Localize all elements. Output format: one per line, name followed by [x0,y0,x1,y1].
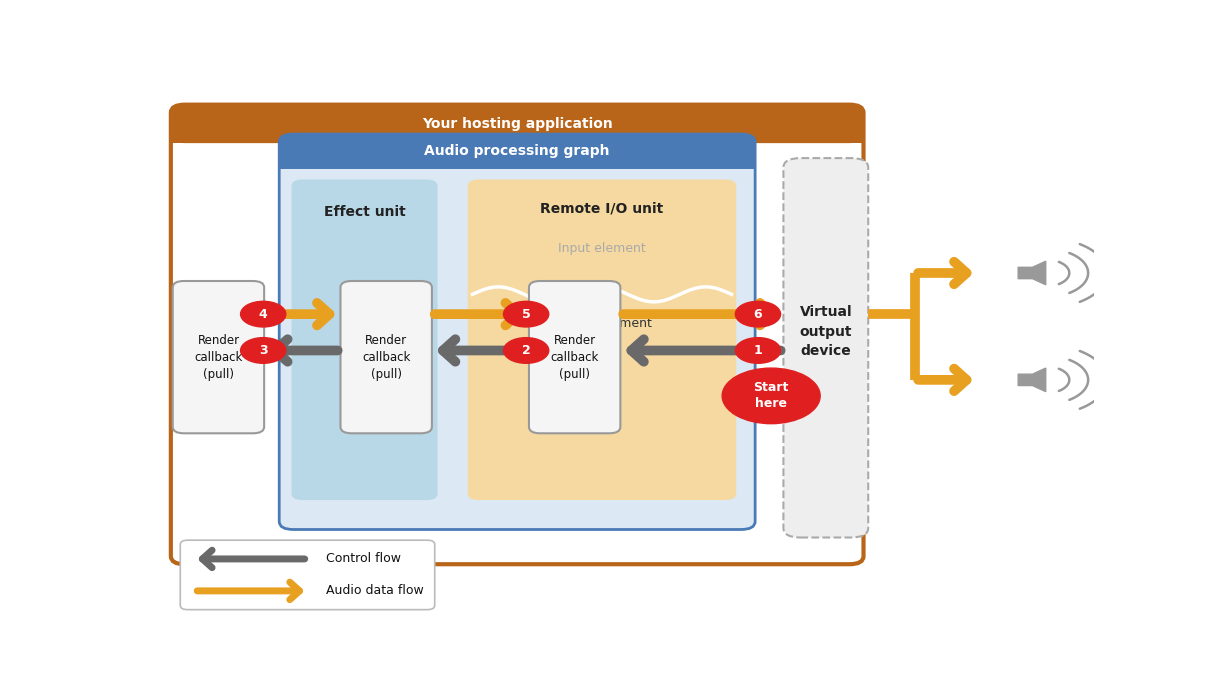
Circle shape [241,301,286,327]
Text: 4: 4 [259,307,268,321]
Text: 6: 6 [754,307,762,321]
Text: Output element: Output element [552,317,652,330]
Text: 5: 5 [522,307,530,321]
Text: 3: 3 [259,344,268,357]
Circle shape [241,338,286,363]
FancyBboxPatch shape [280,134,755,169]
FancyBboxPatch shape [292,180,438,500]
Bar [280,151,755,169]
FancyBboxPatch shape [280,134,755,530]
Circle shape [503,338,548,363]
FancyBboxPatch shape [170,105,863,564]
FancyBboxPatch shape [170,105,863,143]
Circle shape [722,368,820,423]
Text: Render
callback
(pull): Render callback (pull) [362,334,410,380]
Text: Audio data flow: Audio data flow [326,584,424,598]
Text: 1: 1 [754,344,762,357]
Text: Your hosting application: Your hosting application [422,117,613,131]
Text: Render
callback
(pull): Render callback (pull) [551,334,598,380]
FancyBboxPatch shape [783,158,868,537]
FancyBboxPatch shape [180,540,435,609]
Bar [170,124,863,143]
Polygon shape [1018,261,1046,285]
Text: Audio processing graph: Audio processing graph [424,144,610,158]
Circle shape [736,301,781,327]
Text: Render
callback
(pull): Render callback (pull) [195,334,243,380]
Text: 2: 2 [522,344,530,357]
Circle shape [736,338,781,363]
Polygon shape [1018,368,1046,391]
Circle shape [503,301,548,327]
Text: Control flow: Control flow [326,552,401,566]
Text: Virtual
output
device: Virtual output device [799,305,852,358]
FancyBboxPatch shape [340,281,432,433]
Text: Input element: Input element [558,242,646,255]
FancyBboxPatch shape [173,281,264,433]
Text: Remote I/O unit: Remote I/O unit [540,202,664,216]
Text: Effect unit: Effect unit [323,205,405,219]
Text: Start
here: Start here [754,382,789,410]
FancyBboxPatch shape [529,281,620,433]
FancyBboxPatch shape [468,180,736,500]
